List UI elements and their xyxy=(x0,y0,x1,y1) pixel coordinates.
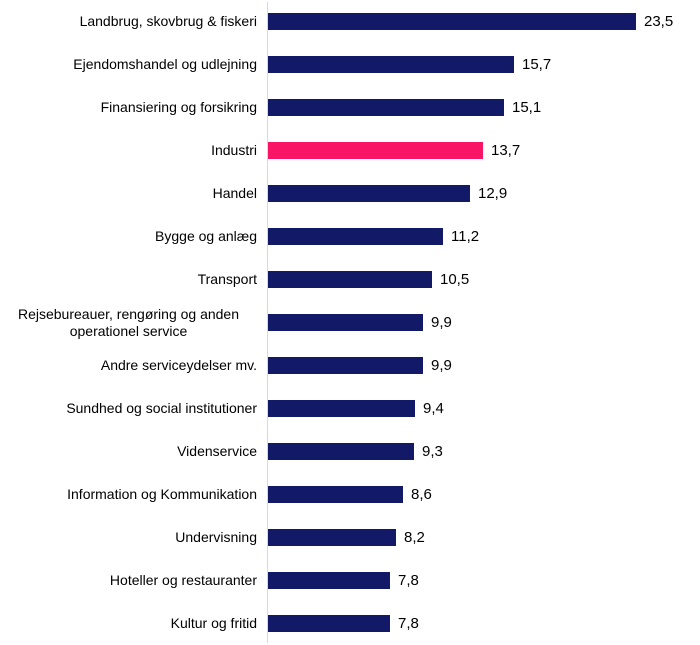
value-label: 13,7 xyxy=(491,142,521,159)
bar-row: Industri 13,7 xyxy=(0,129,700,172)
value-label: 12,9 xyxy=(478,185,508,202)
category-label: Rejsebureauer, rengøring og anden operat… xyxy=(17,305,240,339)
bar xyxy=(268,486,403,503)
value-label: 8,6 xyxy=(411,486,432,503)
value-label: 8,2 xyxy=(404,529,425,546)
bar-area: 11,2 xyxy=(268,215,700,258)
bar-row: Finansiering og forsikring 15,1 xyxy=(0,86,700,129)
bar xyxy=(268,228,443,245)
category-label: Information og Kommunikation xyxy=(67,486,257,502)
bar-area: 9,9 xyxy=(268,344,700,387)
category-label: Hoteller og restauranter xyxy=(109,572,257,588)
bar-highlight xyxy=(268,142,483,159)
bar-row: Andre serviceydelser mv. 9,9 xyxy=(0,344,700,387)
bar xyxy=(268,400,415,417)
bar xyxy=(268,13,636,30)
value-label: 11,2 xyxy=(451,228,480,245)
bar-area: 8,6 xyxy=(268,473,700,516)
bar-area: 10,5 xyxy=(268,258,700,301)
value-label: 9,4 xyxy=(423,400,444,417)
bar xyxy=(268,357,423,374)
bar-row: Landbrug, skovbrug & fiskeri 23,5 xyxy=(0,0,700,43)
category-label: Andre serviceydelser mv. xyxy=(100,357,257,373)
bar-area: 9,4 xyxy=(268,387,700,430)
bar-area: 8,2 xyxy=(268,516,700,559)
value-label: 23,5 xyxy=(644,13,674,30)
bar-area: 13,7 xyxy=(268,129,700,172)
bar xyxy=(268,314,423,331)
category-label: Industri xyxy=(211,142,257,158)
bar xyxy=(268,572,390,589)
category-label: Transport xyxy=(197,271,257,287)
bar xyxy=(268,529,396,546)
bar-row: Information og Kommunikation 8,6 xyxy=(0,473,700,516)
value-label: 15,1 xyxy=(512,99,542,116)
bar-row: Kultur og fritid 7,8 xyxy=(0,602,700,645)
bar-row: Bygge og anlæg 11,2 xyxy=(0,215,700,258)
category-label: Bygge og anlæg xyxy=(155,228,257,244)
value-label: 9,3 xyxy=(422,443,443,460)
bar xyxy=(268,185,470,202)
bar-row: Sundhed og social institutioner 9,4 xyxy=(0,387,700,430)
bar-row: Rejsebureauer, rengøring og anden operat… xyxy=(0,301,700,344)
category-label: Sundhed og social institutioner xyxy=(66,400,257,416)
category-label: Handel xyxy=(212,185,257,201)
bar-area: 12,9 xyxy=(268,172,700,215)
category-label: Ejendomshandel og udlejning xyxy=(73,56,257,72)
category-label: Finansiering og forsikring xyxy=(100,99,257,115)
bar-area: 7,8 xyxy=(268,602,700,645)
category-label: Videnservice xyxy=(177,443,257,459)
bar-row: Transport 10,5 xyxy=(0,258,700,301)
category-label: Landbrug, skovbrug & fiskeri xyxy=(79,13,257,29)
bar-area: 9,3 xyxy=(268,430,700,473)
value-label: 10,5 xyxy=(440,271,470,288)
bar xyxy=(268,443,414,460)
value-label: 9,9 xyxy=(431,357,452,374)
bar-area: 9,9 xyxy=(268,301,700,344)
bar-area: 23,5 xyxy=(268,0,700,43)
value-label: 7,8 xyxy=(398,615,419,632)
bar-row: Videnservice 9,3 xyxy=(0,430,700,473)
bar xyxy=(268,99,504,116)
bar-area: 15,1 xyxy=(268,86,700,129)
bar xyxy=(268,271,432,288)
bar-row: Handel 12,9 xyxy=(0,172,700,215)
bar xyxy=(268,615,390,632)
bar-row: Hoteller og restauranter 7,8 xyxy=(0,559,700,602)
bar-row: Undervisning 8,2 xyxy=(0,516,700,559)
bar-area: 15,7 xyxy=(268,43,700,86)
category-label: Undervisning xyxy=(175,529,257,545)
bar-row: Ejendomshandel og udlejning 15,7 xyxy=(0,43,700,86)
value-label: 9,9 xyxy=(431,314,452,331)
bar xyxy=(268,56,514,73)
y-axis-line xyxy=(267,2,268,643)
bar-area: 7,8 xyxy=(268,559,700,602)
category-label: Kultur og fritid xyxy=(170,615,257,631)
value-label: 15,7 xyxy=(522,56,552,73)
value-label: 7,8 xyxy=(398,572,419,589)
